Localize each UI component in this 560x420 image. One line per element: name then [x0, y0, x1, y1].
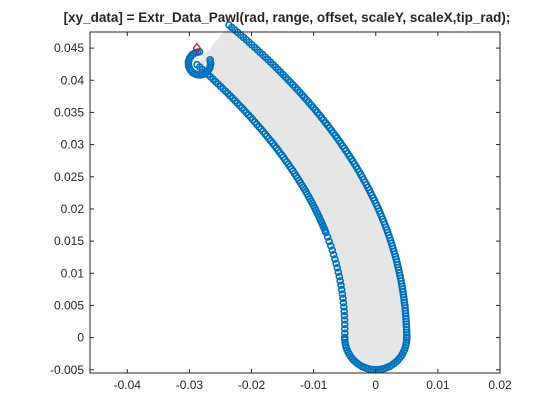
x-tick-label: -0.01: [300, 378, 328, 392]
boundary-point: [339, 298, 348, 307]
boundary-point: [333, 263, 342, 272]
y-axis: -0.005 0 0.005 0.01 0.015 0.02 0.025 0.03 0.035 0…: [50, 41, 500, 377]
y-tick-label: 0.035: [54, 105, 84, 119]
y-tick-label: 0.04: [61, 73, 85, 87]
x-tick-label: -0.03: [176, 378, 204, 392]
y-tick-label: 0.005: [54, 298, 84, 312]
y-tick-label: 0.01: [61, 266, 85, 280]
boundary-point: [206, 55, 214, 64]
boundary-point: [337, 285, 346, 294]
x-tick-label: 0: [372, 378, 379, 392]
x-tick-label: 0.02: [488, 378, 512, 392]
y-tick-label: -0.005: [50, 363, 84, 377]
x-tick-label: -0.02: [238, 378, 266, 392]
boundary-markers: [184, 21, 411, 374]
boundary-point: [338, 290, 347, 298]
y-tick-label: 0.02: [61, 202, 85, 216]
highlight-point: [192, 42, 202, 54]
boundary-point: [402, 333, 411, 342]
x-tick-label: -0.04: [114, 378, 142, 392]
boundary-point: [335, 272, 344, 281]
boundary-point: [339, 303, 348, 311]
y-tick-label: 0.045: [54, 41, 84, 55]
boundary-point: [339, 294, 347, 303]
axes-frame: [89, 31, 501, 374]
x-tick-label: 0.01: [426, 378, 450, 392]
boundary-point: [325, 237, 334, 246]
boundary-point: [340, 311, 349, 320]
x-axis: -0.04 -0.03 -0.02 -0.01 0 0.01 0.02: [114, 32, 512, 392]
boundary-point: [329, 250, 338, 259]
boundary-point: [225, 21, 233, 29]
boundary-point: [337, 281, 345, 290]
y-tick-label: 0.03: [61, 138, 85, 152]
chart-title: [xy_data] = Extr_Data_Pawl(rad, range, o…: [64, 10, 511, 25]
boundary-point: [331, 255, 339, 263]
boundary-point: [328, 246, 337, 254]
boundary-point: [340, 329, 349, 338]
boundary-point: [332, 259, 341, 268]
y-tick-label: 0.025: [54, 170, 84, 184]
boundary-point: [323, 233, 332, 241]
boundary-point: [334, 268, 343, 277]
boundary-point: [340, 316, 349, 324]
boundary-point: [193, 60, 201, 69]
y-tick-label: 0: [77, 331, 84, 345]
boundary-point: [340, 320, 349, 329]
boundary-point: [336, 277, 345, 285]
highlight-marker: [192, 42, 202, 54]
boundary-point: [340, 307, 349, 316]
y-tick-label: 0.015: [54, 234, 84, 248]
boundary-point: [340, 324, 349, 333]
boundary-point: [326, 242, 335, 250]
